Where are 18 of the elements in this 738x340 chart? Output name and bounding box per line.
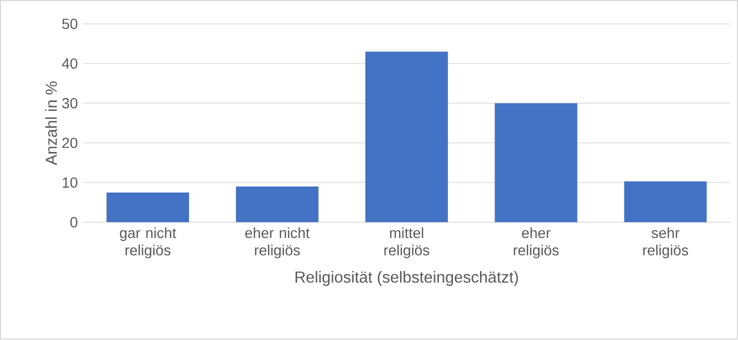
y-tick-label: 40 [62,58,78,69]
bar [236,186,318,222]
bar [624,182,707,222]
x-tick-label: eher religiös [514,228,559,259]
bar [494,103,578,222]
y-tick-label: 50 [62,18,78,30]
y-tick-label: 0 [70,217,78,228]
y-tick-label: 20 [62,138,78,148]
y-axis-title: Anzahl in % [45,82,57,166]
bar [106,192,190,222]
x-tick-label: eher nicht religiös [245,228,310,259]
x-tick-label: mittel religiös [384,228,430,259]
y-tick-label: 30 [62,98,78,109]
x-tick-label: sehr religiös [643,228,688,259]
bar [365,52,448,222]
x-tick-label: gar nicht religiös [120,228,176,259]
x-axis-title: Religiosität (selbsteingeschätzt) [296,271,518,286]
y-tick-label: 10 [62,178,78,188]
